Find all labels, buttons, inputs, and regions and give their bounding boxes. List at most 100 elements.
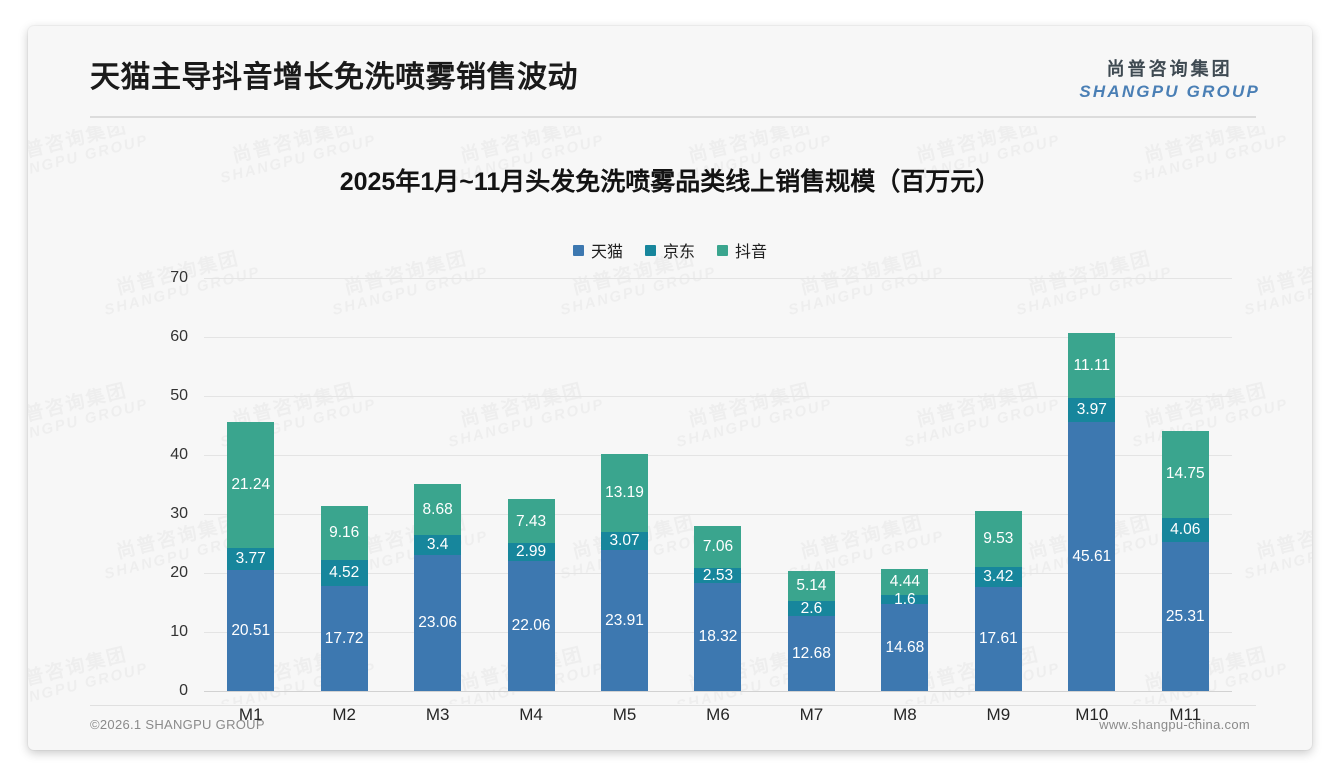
bar-segment-京东[interactable]: 3.07 (601, 531, 649, 550)
legend-item-0[interactable]: 天猫 (572, 238, 623, 262)
bar-value-label: 2.99 (515, 543, 547, 561)
bar-segment-抖音[interactable]: 7.43 (507, 499, 555, 544)
bar-value-label: 1.6 (894, 590, 916, 608)
bar-column[interactable]: 9.53 3.42 17.61 M9 (952, 278, 1045, 724)
bar-value-label: 3.4 (426, 536, 449, 554)
bar-segment-抖音[interactable]: 8.68 (414, 483, 462, 535)
bar-segment-天猫[interactable]: 18.32 (694, 582, 742, 691)
bar-column[interactable]: 5.14 2.6 12.68 M7 (765, 278, 858, 724)
slide-header: 天猫主导抖音增长免洗喷雾销售波动 尚普咨询集团 SHANGPU GROUP (28, 26, 1312, 118)
bar-stack: 8.68 3.4 23.06 (414, 483, 462, 691)
bar-value-label: 14.75 (1165, 465, 1205, 483)
bar-segment-抖音[interactable]: 9.53 (974, 510, 1022, 567)
y-axis-tick-label: 40 (170, 446, 188, 463)
bar-value-label: 17.61 (978, 630, 1018, 648)
x-axis-tick-label: M7 (799, 705, 824, 724)
legend-label: 抖音 (735, 244, 768, 261)
plot-area: 21.24 3.77 20.51 M1 9.16 4.52 17.72 M2 8.68 3.4 23… (170, 269, 1232, 724)
legend-swatch-icon (644, 244, 656, 256)
bar-segment-抖音[interactable]: 21.24 (227, 422, 275, 548)
watermark-chinese: 尚普咨询集团 (1254, 512, 1312, 564)
bar-segment-京东[interactable]: 4.52 (320, 559, 368, 587)
bar-segment-抖音[interactable]: 7.06 (694, 526, 742, 568)
bar-segment-天猫[interactable]: 25.31 (1161, 541, 1209, 691)
x-axis-tick-label: M8 (893, 705, 917, 724)
bar-segment-抖音[interactable]: 14.75 (1161, 430, 1209, 518)
bar-segment-天猫[interactable]: 12.68 (787, 616, 835, 691)
logo-english-text: SHANGPU GROUP (1079, 82, 1260, 101)
gridline (204, 278, 1232, 279)
bar-segment-天猫[interactable]: 23.06 (414, 554, 462, 691)
x-axis-tick-label: M4 (519, 705, 543, 724)
y-axis-tick-label: 50 (170, 387, 188, 404)
watermark-chinese: 尚普咨询集团 (28, 380, 130, 432)
bar-segment-京东[interactable]: 3.4 (414, 534, 462, 555)
bar-segment-天猫[interactable]: 17.72 (320, 586, 368, 691)
bar-stack: 14.75 4.06 25.31 (1161, 430, 1209, 691)
bar-segment-天猫[interactable]: 45.61 (1068, 421, 1116, 691)
bar-value-label: 2.53 (702, 566, 734, 584)
legend-item-1[interactable]: 京东 (644, 238, 695, 262)
legend-item-2[interactable]: 抖音 (717, 238, 767, 262)
bar-value-label: 9.16 (329, 524, 360, 542)
x-axis-tick-label: M3 (425, 705, 450, 724)
x-axis-tick-label: M10 (1075, 705, 1109, 724)
y-axis-tick-label: 60 (170, 328, 188, 345)
bar-value-label: 8.68 (422, 500, 453, 518)
bar-column[interactable]: 13.19 3.07 23.91 M5 (578, 278, 671, 724)
gridline (204, 514, 1232, 515)
bar-value-label: 11.11 (1073, 356, 1111, 374)
bar-column[interactable]: 7.43 2.99 22.06 M4 (484, 278, 577, 724)
bar-segment-天猫[interactable]: 17.61 (974, 587, 1022, 691)
bar-value-label: 22.06 (511, 617, 551, 635)
bar-column[interactable]: 11.11 3.97 45.61 M10 (1045, 278, 1138, 724)
bar-value-label: 12.68 (792, 644, 831, 662)
bar-segment-抖音[interactable]: 5.14 (787, 570, 835, 601)
legend-label: 京东 (662, 244, 695, 261)
bar-value-label: 4.06 (1170, 520, 1201, 538)
bar-segment-京东[interactable]: 2.53 (694, 566, 742, 584)
bar-column[interactable]: 21.24 3.77 20.51 M1 (204, 278, 297, 724)
bar-column[interactable]: 7.06 2.53 18.32 M6 (671, 278, 764, 724)
bar-segment-天猫[interactable]: 20.51 (227, 570, 275, 691)
bar-segment-京东[interactable]: 3.77 (227, 547, 275, 570)
bar-stack: 7.43 2.99 22.06 (507, 499, 555, 691)
bar-value-label: 5.14 (796, 576, 827, 594)
chart-container: 尚普咨询集团 SHANGPU GROUP 尚普咨询集团 SHANGPU GROUP 尚普… (28, 126, 1312, 724)
bar-column[interactable]: 9.16 4.52 17.72 M2 (297, 278, 390, 724)
legend-label: 天猫 (590, 244, 623, 261)
bar-segment-京东[interactable]: 2.99 (507, 543, 555, 561)
watermark-english: SHANGPU GROUP (28, 395, 151, 451)
bar-value-label: 7.06 (702, 538, 734, 556)
bar-segment-京东[interactable]: 1.6 (881, 592, 929, 607)
bar-group: 21.24 3.77 20.51 M1 9.16 4.52 17.72 M2 8.68 3.4 23… (204, 278, 1232, 724)
x-axis-tick-label: M6 (706, 705, 730, 724)
bar-segment-京东[interactable]: 2.6 (787, 601, 835, 617)
bar-value-label: 4.52 (329, 564, 360, 582)
bar-value-label: 25.31 (1165, 607, 1205, 625)
bar-segment-抖音[interactable]: 9.16 (320, 505, 368, 560)
bar-column[interactable]: 14.75 4.06 25.31 M11 (1139, 278, 1232, 724)
bar-stack: 4.44 1.6 14.68 (881, 568, 929, 691)
bar-column[interactable]: 8.68 3.4 23.06 M3 (391, 278, 484, 724)
bar-segment-京东[interactable]: 4.06 (1161, 517, 1209, 542)
bar-segment-天猫[interactable]: 14.68 (881, 604, 929, 691)
bar-segment-天猫[interactable]: 23.91 (601, 549, 649, 691)
y-axis-tick-label: 30 (170, 505, 188, 522)
chart-title: 2025年1月~11月头发免洗喷雾品类线上销售规模（百万元） (339, 168, 1001, 196)
bar-value-label: 7.43 (515, 512, 547, 530)
bar-segment-京东[interactable]: 3.97 (1068, 398, 1116, 422)
legend-swatch-icon (572, 244, 584, 256)
bar-segment-抖音[interactable]: 4.44 (881, 568, 929, 595)
bar-segment-京东[interactable]: 3.42 (974, 566, 1022, 588)
bar-column[interactable]: 4.44 1.6 14.68 M8 (858, 278, 951, 724)
bar-segment-抖音[interactable]: 11.11 (1068, 332, 1116, 399)
y-axis-tick-label: 70 (170, 269, 188, 286)
bar-stack: 7.06 2.53 18.32 (694, 526, 742, 691)
bar-segment-天猫[interactable]: 22.06 (507, 560, 555, 691)
bar-segment-抖音[interactable]: 13.19 (601, 454, 649, 532)
y-axis-tick-label: 10 (170, 623, 188, 640)
